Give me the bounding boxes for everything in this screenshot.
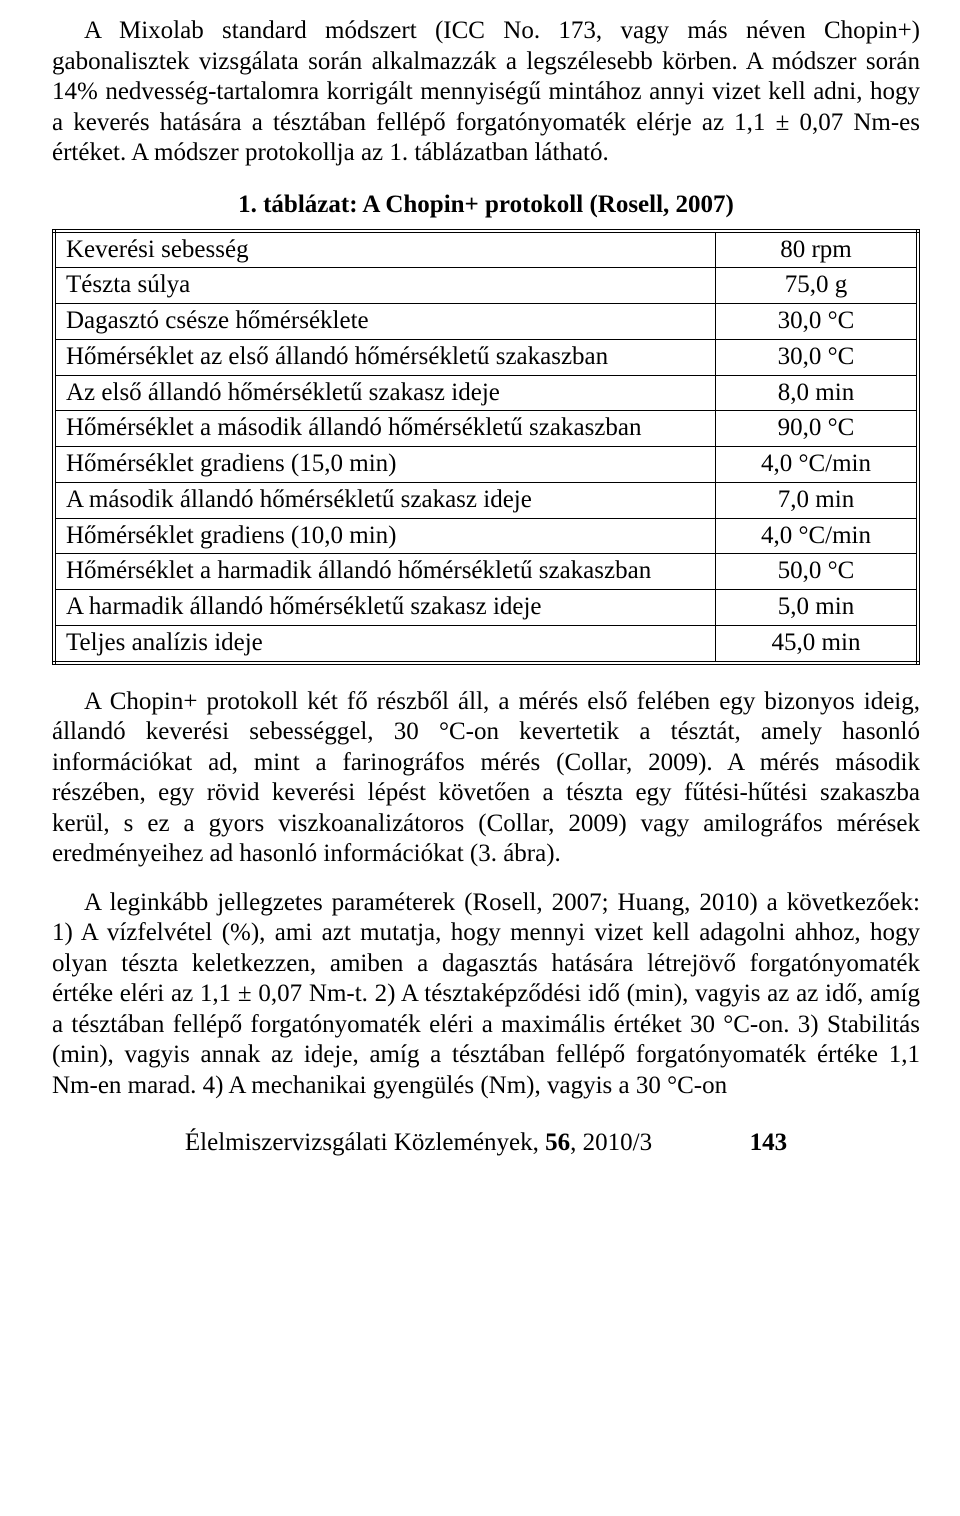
paragraph-2: A Chopin+ protokoll két fő részből áll, … [52, 687, 920, 870]
table-cell-param: Hőmérséklet a harmadik állandó hőmérsékl… [54, 554, 716, 590]
footer-volume: 56 [545, 1129, 570, 1156]
page: A Mixolab standard módszert (ICC No. 173… [0, 0, 960, 1516]
paragraph-1: A Mixolab standard módszert (ICC No. 173… [52, 16, 920, 169]
table-row: A harmadik állandó hőmérsékletű szakasz … [54, 590, 918, 626]
footer-page-number: 143 [727, 1129, 787, 1157]
table-row: Tészta súlya 75,0 g [54, 268, 918, 304]
table-cell-value: 45,0 min [716, 625, 919, 662]
table-cell-param: A harmadik állandó hőmérsékletű szakasz … [54, 590, 716, 626]
table-cell-value: 75,0 g [716, 268, 919, 304]
table-cell-param: Hőmérséklet gradiens (10,0 min) [54, 518, 716, 554]
table-row: Az első állandó hőmérsékletű szakasz ide… [54, 375, 918, 411]
table-cell-param: Hőmérséklet az első állandó hőmérsékletű… [54, 339, 716, 375]
table-row: Keverési sebesség 80 rpm [54, 231, 918, 268]
table-cell-param: Hőmérséklet a második állandó hőmérsékle… [54, 411, 716, 447]
table-cell-param: Az első állandó hőmérsékletű szakasz ide… [54, 375, 716, 411]
table-row: Hőmérséklet a második állandó hőmérsékle… [54, 411, 918, 447]
footer-journal: Élelmiszervizsgálati Közlemények, [185, 1129, 545, 1156]
table-cell-value: 90,0 °C [716, 411, 919, 447]
table-row: Hőmérséklet az első állandó hőmérsékletű… [54, 339, 918, 375]
table-row: A második állandó hőmérsékletű szakasz i… [54, 482, 918, 518]
table-cell-value: 30,0 °C [716, 304, 919, 340]
footer-issue: , 2010/3 [570, 1129, 652, 1156]
table-cell-param: Dagasztó csésze hőmérséklete [54, 304, 716, 340]
table-cell-value: 5,0 min [716, 590, 919, 626]
table-cell-value: 30,0 °C [716, 339, 919, 375]
table-row: Teljes analízis ideje 45,0 min [54, 625, 918, 662]
table-cell-value: 50,0 °C [716, 554, 919, 590]
table-row: Hőmérséklet a harmadik állandó hőmérsékl… [54, 554, 918, 590]
table-cell-param: Tészta súlya [54, 268, 716, 304]
table-row: Hőmérséklet gradiens (10,0 min) 4,0 °C/m… [54, 518, 918, 554]
table-row: Hőmérséklet gradiens (15,0 min) 4,0 °C/m… [54, 447, 918, 483]
table-cell-param: A második állandó hőmérsékletű szakasz i… [54, 482, 716, 518]
table-cell-param: Teljes analízis ideje [54, 625, 716, 662]
table-cell-value: 4,0 °C/min [716, 447, 919, 483]
table-cell-value: 4,0 °C/min [716, 518, 919, 554]
paragraph-3: A leginkább jellegzetes paraméterek (Ros… [52, 888, 920, 1102]
table-cell-value: 8,0 min [716, 375, 919, 411]
table-caption: 1. táblázat: A Chopin+ protokoll (Rosell… [52, 191, 920, 219]
table-cell-param: Keverési sebesség [54, 231, 716, 268]
table-cell-value: 80 rpm [716, 231, 919, 268]
chopin-table: Keverési sebesség 80 rpm Tészta súlya 75… [52, 229, 920, 665]
table-cell-param: Hőmérséklet gradiens (15,0 min) [54, 447, 716, 483]
table-cell-value: 7,0 min [716, 482, 919, 518]
page-footer: Élelmiszervizsgálati Közlemények, 56, 20… [52, 1129, 920, 1157]
table-row: Dagasztó csésze hőmérséklete 30,0 °C [54, 304, 918, 340]
